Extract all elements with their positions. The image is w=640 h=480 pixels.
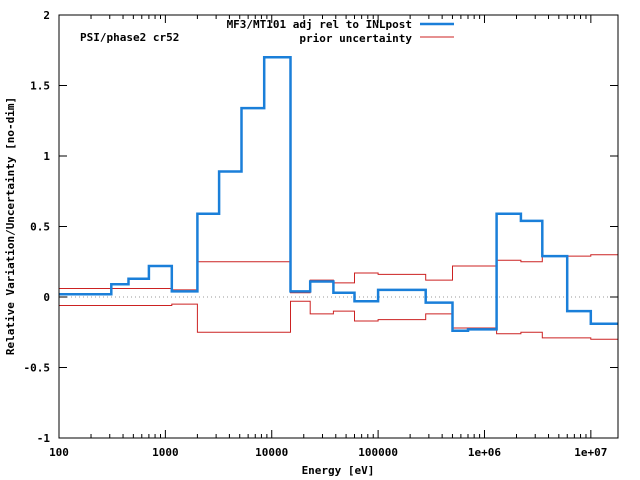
axis-ticks [58, 14, 618, 439]
x-tick-label: 100000 [358, 446, 398, 459]
y-tick-label: 1 [43, 150, 50, 163]
legend-label-adj: MF3/MT101 adj rel to INLpost [227, 18, 412, 31]
x-tick-label: 10000 [255, 446, 288, 459]
series-prior-uncertainty-lower [59, 300, 619, 382]
x-tick-label: 1e+06 [468, 446, 501, 459]
series-adjustment [59, 56, 618, 333]
y-tick-label: 2 [43, 9, 50, 22]
legend-label-prior: prior uncertainty [299, 32, 412, 45]
y-axis-label: Relative Variation/Uncertainty [no-dim] [4, 97, 17, 355]
y-tick-label: 1.5 [30, 80, 50, 93]
series-layer [59, 56, 619, 382]
y-tick-label: -0.5 [24, 362, 51, 375]
plot-frame [58, 14, 619, 439]
x-axis-label: Energy [eV] [302, 464, 375, 477]
plot-annotation: PSI/phase2 cr52 [80, 31, 179, 44]
y-tick-label: -1 [37, 432, 51, 445]
series-prior-uncertainty-upper [59, 212, 619, 294]
legend: MF3/MT101 adj rel to INLpost prior uncer… [227, 18, 454, 45]
x-tick-label: 100 [49, 446, 69, 459]
x-tick-label: 1e+07 [574, 446, 607, 459]
y-tick-label: 0 [43, 291, 50, 304]
y-tick-label: 0.5 [30, 221, 50, 234]
x-tick-label: 1000 [152, 446, 179, 459]
